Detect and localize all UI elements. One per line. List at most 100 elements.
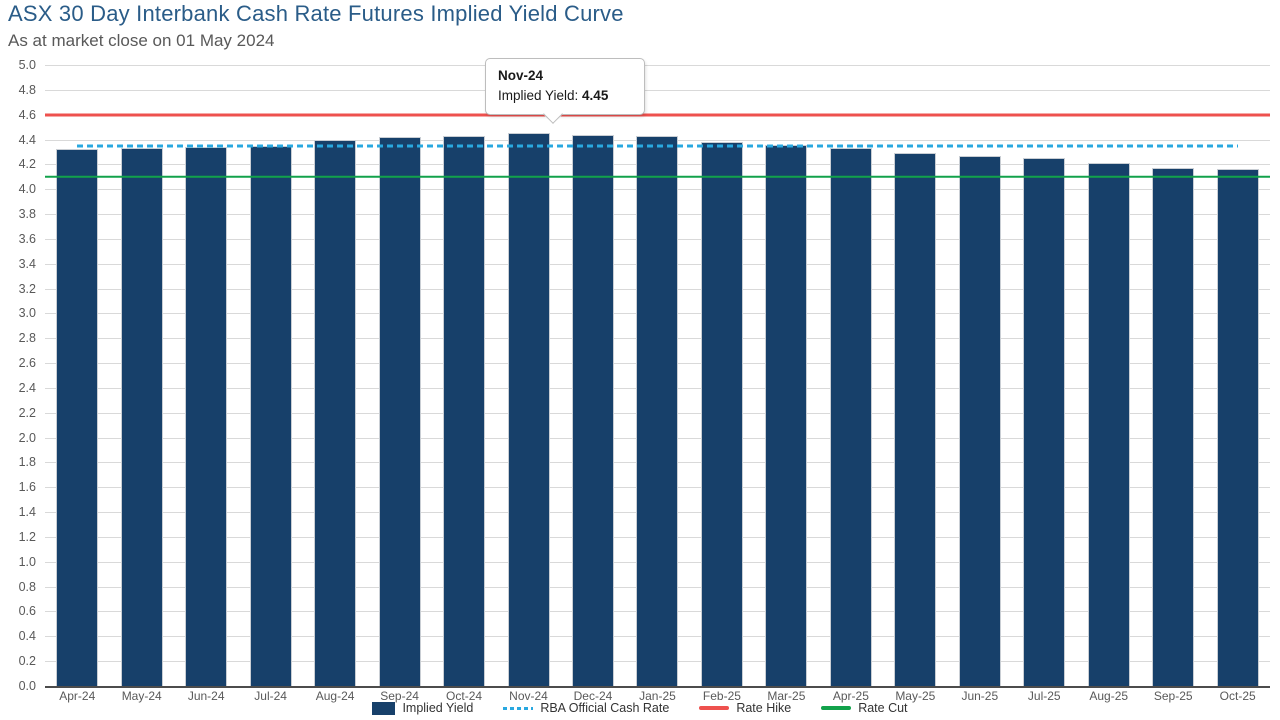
bar-Jan-25[interactable] (636, 135, 679, 686)
legend-item-implied-yield[interactable]: Implied Yield (372, 701, 473, 715)
y-tick-label: 0.0 (18, 679, 36, 693)
y-tick-label: 5.0 (18, 58, 36, 72)
bar-slot (754, 65, 818, 686)
bar-series-implied-yield (45, 65, 1270, 686)
gridline (45, 89, 1270, 91)
y-tick-label: 1.4 (18, 505, 36, 520)
x-tick-label: Jul-25 (1027, 689, 1061, 703)
bar-Jun-24[interactable] (185, 146, 228, 686)
bar-Jun-25[interactable] (958, 155, 1001, 686)
bar-slot (367, 65, 431, 686)
x-tick-label: Dec-24 (573, 689, 613, 703)
x-tick-label: Apr-25 (832, 689, 869, 703)
y-tick-label: 1.6 (18, 480, 36, 495)
rba-dashed-line-icon (503, 706, 534, 710)
y-tick-label: 2.2 (18, 405, 36, 420)
bar-slot (303, 65, 367, 686)
rate-hike-line-icon (699, 706, 730, 710)
x-tick-label: Jun-25 (961, 689, 999, 703)
y-tick-label: 4.2 (18, 157, 36, 172)
y-tick-label: 2.4 (18, 380, 36, 395)
y-tick-label: 2.6 (18, 356, 36, 371)
bar-Oct-24[interactable] (443, 135, 486, 686)
bar-Aug-25[interactable] (1087, 163, 1130, 686)
y-tick-label: 0.4 (18, 629, 36, 644)
legend-label: Rate Cut (858, 701, 908, 715)
y-tick-label: 4.0 (18, 182, 36, 197)
legend-label: Rate Hike (736, 701, 792, 715)
x-tick-label: Mar-25 (767, 689, 806, 703)
bar-Sep-24[interactable] (378, 137, 421, 686)
rate-hike-line (45, 113, 1270, 117)
y-tick-label: 4.8 (18, 82, 36, 97)
x-tick-label: Nov-24 (509, 689, 548, 703)
bar-Sep-25[interactable] (1152, 168, 1195, 686)
tooltip: Nov-24 Implied Yield: 4.45 (485, 58, 645, 125)
legend-item-rba-cash-rate[interactable]: RBA Official Cash Rate (503, 701, 669, 715)
bar-Apr-24[interactable] (56, 149, 99, 686)
bar-slot (1141, 65, 1205, 686)
bar-slot (625, 65, 689, 686)
rate-cut-line-icon (821, 706, 852, 710)
bar-May-25[interactable] (894, 153, 937, 686)
legend-label: Implied Yield (402, 701, 474, 715)
bar-slot (561, 65, 625, 686)
x-tick-label: Aug-25 (1089, 689, 1129, 703)
x-tick-label: Feb-25 (702, 689, 741, 703)
y-tick-label: 0.2 (18, 654, 36, 669)
bar-Jul-25[interactable] (1023, 158, 1066, 686)
bar-Nov-24[interactable] (507, 133, 550, 686)
bar-slot (883, 65, 947, 686)
y-tick-label: 1.2 (18, 529, 36, 544)
y-tick-label: 1.0 (18, 554, 36, 569)
bar-slot (1205, 65, 1269, 686)
x-tick-label: Sep-24 (380, 689, 419, 703)
x-tick-label: Jul-24 (254, 689, 287, 703)
bar-May-24[interactable] (120, 148, 163, 686)
implied-yield-swatch-icon (372, 701, 396, 715)
bar-Aug-24[interactable] (314, 139, 357, 686)
bar-slot (1077, 65, 1141, 686)
x-axis: Apr-24 May-24 Jun-24 Jul-24 Aug-24 Sep-24 Oct-… (45, 689, 1270, 703)
y-tick-label: 2.0 (18, 430, 36, 445)
bar-Apr-25[interactable] (829, 148, 872, 686)
x-tick-label: May-25 (895, 689, 936, 703)
page-title: ASX 30 Day Interbank Cash Rate Futures I… (8, 1, 624, 26)
bar-slot (45, 65, 109, 686)
x-tick-label: Apr-24 (59, 689, 96, 703)
bar-Dec-24[interactable] (571, 134, 614, 686)
bar-slot (690, 65, 754, 686)
y-axis: 0.0 0.2 0.4 0.6 0.8 1.0 1.2 1.4 1.6 1.8 2.0 2.2 2.4 2… (0, 58, 40, 693)
y-tick-label: 4.4 (18, 132, 36, 147)
y-tick-label: 3.2 (18, 281, 36, 296)
y-tick-label: 0.8 (18, 579, 36, 594)
bar-Oct-25[interactable] (1216, 169, 1259, 686)
bar-Feb-25[interactable] (700, 142, 743, 686)
y-tick-label: 3.4 (18, 256, 36, 271)
y-tick-label: 3.6 (18, 231, 36, 246)
y-tick-label: 2.8 (18, 331, 36, 346)
legend-item-rate-cut[interactable]: Rate Cut (821, 701, 908, 715)
x-tick-label: Aug-24 (315, 689, 355, 703)
plot-area (45, 65, 1270, 688)
x-tick-label: Oct-24 (446, 689, 483, 703)
tooltip-value-line: Implied Yield: 4.45 (498, 86, 632, 106)
tooltip-value: 4.45 (582, 87, 609, 103)
x-tick-label: Jan-25 (639, 689, 676, 703)
bar-slot (496, 65, 560, 686)
bar-slot (819, 65, 883, 686)
rba-cash-rate-line (77, 144, 1238, 148)
x-tick-label: May-24 (121, 689, 162, 703)
bar-slot (1012, 65, 1076, 686)
bar-slot (174, 65, 238, 686)
x-tick-label: Jun-24 (187, 689, 225, 703)
bar-Jul-24[interactable] (249, 145, 292, 686)
chart-subtitle: As at market close on 01 May 2024 (8, 31, 275, 50)
legend-item-rate-hike[interactable]: Rate Hike (699, 701, 791, 715)
y-tick-label: 1.8 (18, 455, 36, 470)
bar-slot (238, 65, 302, 686)
y-tick-label: 4.6 (18, 107, 36, 122)
bar-Mar-25[interactable] (765, 144, 808, 686)
gridline (45, 65, 1270, 66)
